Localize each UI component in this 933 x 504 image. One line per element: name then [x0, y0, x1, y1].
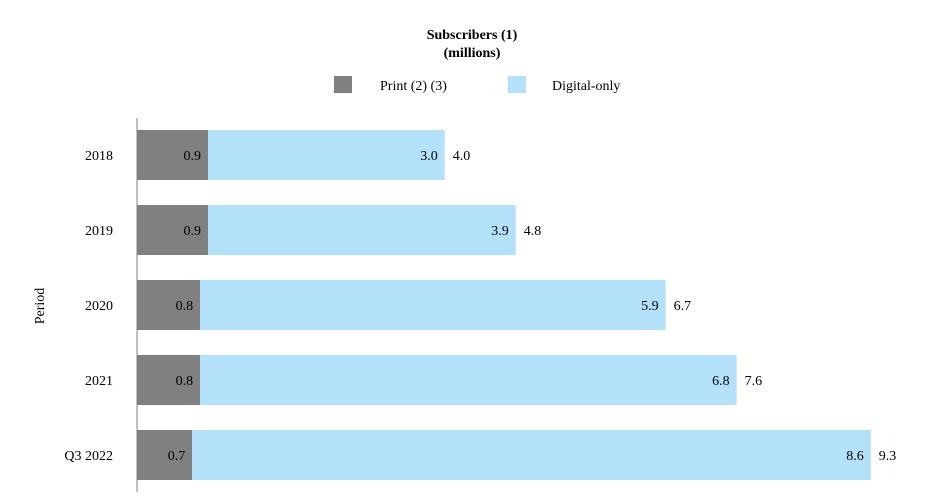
category-label-q3-2022: Q3 2022: [64, 449, 113, 464]
bar-print-2019: [137, 205, 209, 255]
bar-digital-q3-2022: [192, 430, 871, 480]
value-label-print-2019: 0.9: [184, 224, 202, 239]
value-label-digital-2020: 5.9: [641, 299, 659, 314]
value-label-digital-2018: 3.0: [420, 149, 438, 164]
legend-swatch-print: [334, 76, 352, 93]
category-label-2018: 2018: [85, 149, 113, 164]
bar-digital-2020: [200, 280, 666, 330]
bar-digital-2018: [208, 130, 445, 180]
total-label-2021: 7.6: [745, 374, 763, 389]
bar-print-q3-2022: [137, 430, 193, 480]
bar-print-2021: [137, 355, 201, 405]
chart-subtitle: (millions): [444, 46, 501, 61]
value-label-print-2020: 0.8: [176, 299, 194, 314]
bar-digital-2021: [200, 355, 737, 405]
legend-swatch-digital: [508, 76, 526, 93]
value-label-print-2021: 0.8: [176, 374, 194, 389]
value-label-digital-q3-2022: 8.6: [846, 449, 864, 464]
category-label-2019: 2019: [85, 224, 113, 239]
total-label-2020: 6.7: [674, 299, 692, 314]
value-label-digital-2021: 6.8: [712, 374, 730, 389]
value-label-print-2018: 0.9: [184, 149, 202, 164]
bar-print-2020: [137, 280, 201, 330]
total-label-2018: 4.0: [453, 149, 471, 164]
bars-group: 2018 0.9 3.0 4.0 2019 0.9 3.9 4.8 2020 0.8 5.9 6.7 2…: [64, 130, 896, 480]
bar-print-2018: [137, 130, 209, 180]
legend-label-digital: Digital-only: [552, 79, 620, 94]
legend: Print (2) (3) Digital-only: [334, 76, 620, 94]
legend-label-print: Print (2) (3): [380, 79, 447, 94]
value-label-print-q3-2022: 0.7: [168, 449, 186, 464]
y-axis-title: Period: [33, 288, 48, 325]
value-label-digital-2019: 3.9: [491, 224, 509, 239]
category-label-2021: 2021: [85, 374, 113, 389]
chart-title: Subscribers (1): [427, 28, 518, 43]
category-label-2020: 2020: [85, 299, 113, 314]
total-label-q3-2022: 9.3: [879, 449, 897, 464]
total-label-2019: 4.8: [524, 224, 542, 239]
bar-digital-2019: [208, 205, 516, 255]
